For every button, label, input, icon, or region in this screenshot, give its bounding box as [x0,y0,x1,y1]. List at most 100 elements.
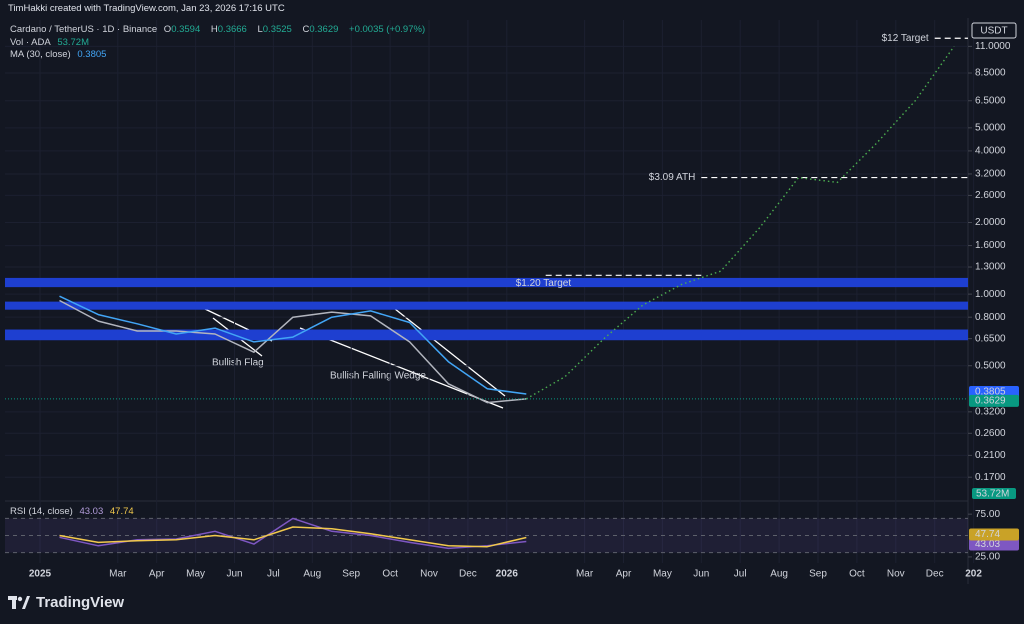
rsi-label-bg [969,538,1019,551]
y-tick-label: 25.00 [975,552,1000,563]
ohlc-value: 0.3525 [262,24,292,35]
x-tick-label: May [186,569,205,580]
x-tick-label: Mar [576,569,594,580]
x-tick-label: Apr [149,569,165,580]
wedge-line [389,304,506,397]
rsi-name: RSI (14, close) [10,506,73,517]
zone [5,277,968,288]
ohlc: H0.3666 [211,24,251,35]
logo-icon [8,595,30,609]
x-tick-label: Jun [226,569,242,580]
brand-name: TradingView [36,594,125,611]
ohlc-label: H [210,24,218,35]
y-tick-label: 1.0000 [975,289,1006,300]
x-tick-label: Sep [809,569,827,580]
volume-value: 53.72M [57,37,89,48]
x-tick-label: Jul [734,569,747,580]
target-label: $12 Target [882,33,929,44]
legend-rsi: RSI (14, close) 43.03 47.74 [10,506,138,517]
ohlc-label: O [163,24,172,35]
y-tick-label: 4.0000 [975,146,1006,157]
legend-price: Cardano / TetherUS · 1D · Binance O0.359… [10,24,429,35]
y-tick-label: 0.2100 [975,450,1006,461]
rsi-value: 43.03 [79,506,104,517]
x-tick-label: Dec [459,569,477,580]
currency-bg [971,22,1017,39]
x-tick-label: 2025 [29,569,52,580]
ohlc: C0.3629 [302,24,342,35]
brand-logo: TradingView [8,594,124,611]
target-label: $1.20 Target [516,278,572,289]
y-tick-label: 1.3000 [975,262,1006,273]
y-tick-label: 0.1700 [975,472,1006,483]
rsi-ma-line [59,526,527,548]
volume-name: Vol · ADA [10,37,51,48]
rsi-line [59,517,527,550]
y-tick-label: 6.5000 [975,95,1006,106]
target-label: $3.09 ATH [649,172,696,183]
projection-line [525,45,955,400]
ohlc: O0.3594 [164,24,204,35]
x-tick-label: Aug [770,569,788,580]
credit: TimHakki created with TradingView.com, J… [8,3,285,14]
y-tick-label: 0.8000 [975,312,1006,323]
ma-name: MA (30, close) [10,49,71,60]
x-tick-label: Jun [693,569,709,580]
chart-bg [0,18,1024,584]
zone [5,329,968,341]
y-tick-label: 0.5000 [975,360,1006,371]
ohlc-value: 0.3666 [217,24,247,35]
legend-ma: MA (30, close) 0.3805 [10,49,110,60]
y-tick-label: 8.5000 [975,68,1006,79]
volume-label-bg [972,488,1016,499]
currency: USDT [980,26,1007,37]
change: +0.0035 (+0.97%) [349,24,426,35]
rsi-label: 43.03 [975,539,1000,550]
x-tick-label: Nov [420,569,438,580]
x-tick-label: Mar [109,569,127,580]
zone [5,301,968,310]
ohlc: L0.3525 [257,24,295,35]
x-tick-label: 202 [965,569,982,580]
rsi-ma-value: 47.74 [109,506,134,517]
ma-value: 0.3805 [77,49,107,60]
volume-label: 53.72M [976,489,1009,500]
ohlc-value: 0.3594 [171,24,201,35]
price-label-bg [969,394,1019,407]
price-label: 0.3629 [975,395,1006,406]
y-tick-label: 1.6000 [975,240,1006,251]
y-tick-label: 0.2600 [975,428,1006,439]
y-tick-label: 11.0000 [975,41,1011,52]
legend-volume: Vol · ADA 53.72M [10,37,93,48]
y-tick-label: 2.6000 [975,190,1006,201]
x-tick-label: Aug [303,569,321,580]
pattern-label: Bullish Falling Wedge [330,371,426,382]
y-tick-label: 5.0000 [975,122,1006,133]
ohlc-value: 0.3629 [309,24,339,35]
rsi-label: 47.74 [975,529,1000,540]
x-tick-label: Apr [616,569,632,580]
x-tick-label: May [653,569,672,580]
price-label: 0.3805 [975,387,1006,398]
y-tick-label: 0.3200 [975,406,1006,417]
rsi-label-bg [969,528,1019,541]
x-tick-label: Jul [267,569,280,580]
y-tick-label: 2.0000 [975,217,1006,228]
ma-line [59,295,527,395]
x-tick-label: Oct [382,569,398,580]
x-tick-label: Sep [342,569,360,580]
pattern-label: Bullish Flag [212,358,264,369]
ohlc-label: C [302,24,310,35]
symbol: Cardano / TetherUS · 1D · Binance [10,24,158,35]
x-tick-label: Nov [887,569,905,580]
ohlc-label: L [257,24,263,35]
y-tick-label: 0.6500 [975,333,1006,344]
x-tick-label: Oct [849,569,865,580]
y-tick-label: 3.2000 [975,169,1006,180]
x-tick-label: Dec [926,569,944,580]
price-line [59,299,527,404]
x-tick-label: 2026 [496,569,519,580]
y-tick-label: 75.00 [975,509,1000,520]
